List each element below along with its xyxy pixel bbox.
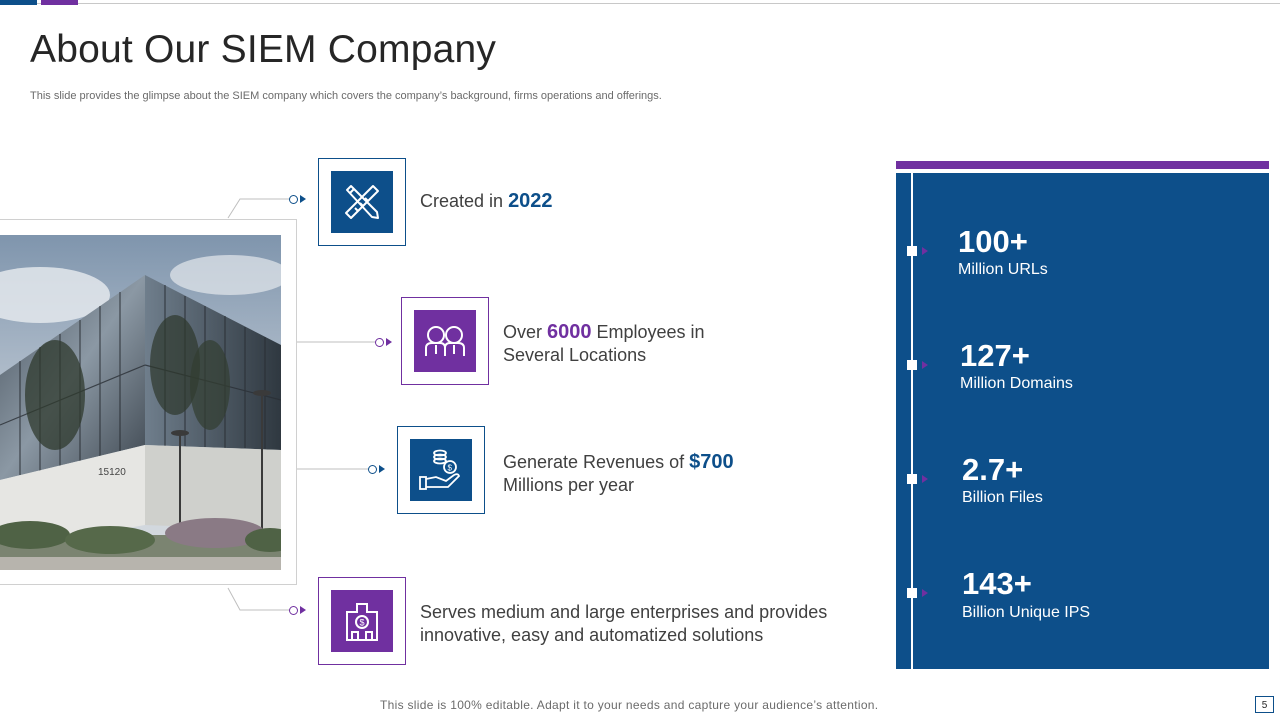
connector-node [289,606,298,615]
item-created-text: Created in 2022 [420,190,553,212]
employees-icon [414,310,476,372]
svg-text:$: $ [448,464,453,473]
employee-count: 6000 [547,321,592,343]
stat-arrow-icon [922,361,928,369]
stat-marker [907,474,917,484]
created-icon-box [318,158,406,246]
slide-footer: This slide is 100% editable. Adapt it to… [380,698,879,712]
enterprise-icon-box: $ [318,577,406,665]
svg-text:$: $ [360,618,365,628]
stat-value: 2.7+ [962,452,1024,487]
revenue-icon-box: $ [397,426,485,514]
employees-icon-box [401,297,489,385]
stat-arrow-icon [922,475,928,483]
slide-title: About Our SIEM Company [30,28,497,71]
connector-arrow-icon [300,195,306,203]
office-building-photo: 15120 [0,235,281,570]
item-revenue-text: Generate Revenues of $700 Millions per y… [503,451,734,495]
connector-node [375,338,384,347]
enterprise-building-icon: $ [331,590,393,652]
connector-arrow-icon [300,606,306,614]
slide-subtitle: This slide provides the glimpse about th… [30,90,662,102]
stat-marker [907,246,917,256]
stats-panel-accent [896,161,1269,169]
stats-timeline [911,173,913,669]
connector-node [289,195,298,204]
top-accent-purple [41,0,78,5]
item-employees-text: Over 6000 Employees in Several Locations [503,321,705,365]
building-number: 15120 [98,467,126,478]
revenue-amount: $700 [689,451,734,473]
top-divider [0,3,1280,4]
connector-arrow-icon [386,338,392,346]
stat-label: Billion Files [962,489,1043,506]
stat-value: 143+ [962,566,1032,601]
item-enterprise-text: Serves medium and large enterprises and … [420,602,828,645]
top-accent-blue [0,0,37,5]
stat-value: 100+ [958,224,1028,259]
connector-node [368,465,377,474]
stat-marker [907,360,917,370]
stat-label: Billion Unique IPS [962,604,1091,621]
stat-arrow-icon [922,247,928,255]
stat-label: Million Domains [960,375,1073,392]
pencil-ruler-icon [331,171,393,233]
stat-label: Million URLs [958,261,1048,278]
page-number: 5 [1255,696,1274,713]
stat-value: 127+ [960,338,1030,373]
created-year: 2022 [508,190,553,212]
stat-marker [907,588,917,598]
stat-arrow-icon [922,589,928,597]
revenue-hand-icon: $ [410,439,472,501]
connector-arrow-icon [379,465,385,473]
stats-panel [896,173,1269,669]
